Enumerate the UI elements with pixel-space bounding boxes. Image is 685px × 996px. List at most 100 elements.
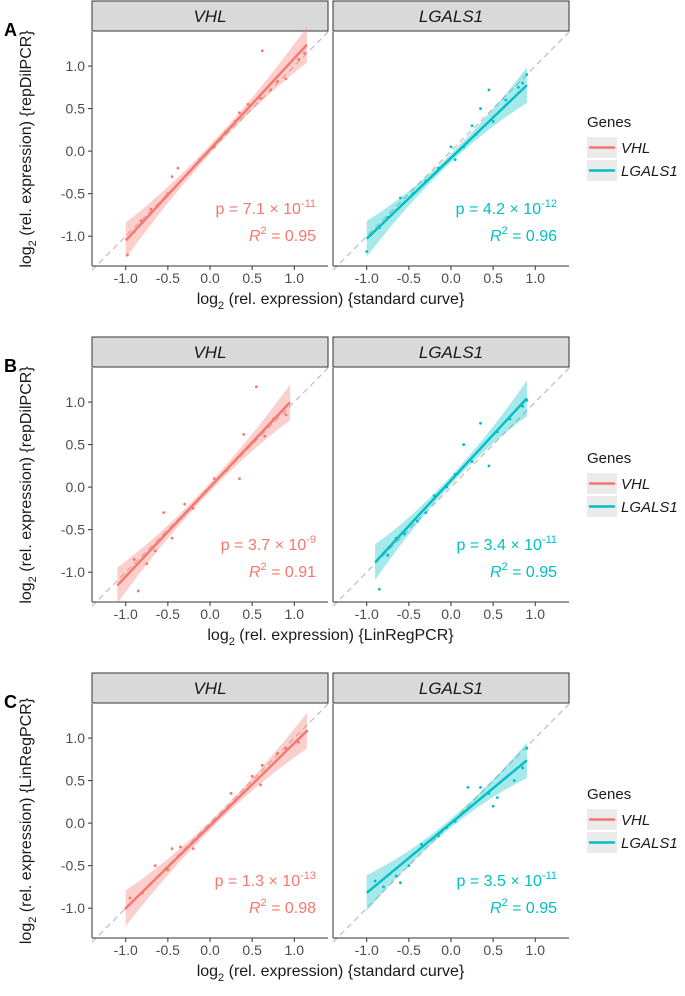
data-point-9 bbox=[212, 145, 216, 149]
data-point-0 bbox=[373, 879, 377, 883]
data-point-6 bbox=[436, 834, 440, 838]
data-point-13 bbox=[479, 107, 482, 110]
x-tick-label: 0.0 bbox=[200, 942, 220, 958]
data-point-6 bbox=[183, 502, 187, 506]
data-point-6 bbox=[176, 166, 180, 170]
data-point-8 bbox=[453, 472, 457, 476]
p-value-label: p = 4.2 × 10-12 bbox=[456, 198, 557, 218]
data-point-0 bbox=[126, 253, 129, 257]
y-tick-label: 1.0 bbox=[66, 394, 86, 410]
data-point-16 bbox=[525, 746, 529, 750]
x-tick-label: -0.5 bbox=[397, 606, 421, 622]
legend-b: Genes VHL LGALS1 bbox=[587, 450, 678, 517]
legend-c: Genes VHL LGALS1 bbox=[587, 786, 678, 853]
data-point-5 bbox=[420, 843, 423, 846]
panel-a-vhl: -1.0 -0.5 0.0 0.5 1.0 -1.0 -0.5 0.0 0.5 1.0 p = 7.… bbox=[61, 26, 329, 286]
data-point-0 bbox=[132, 558, 136, 561]
legend-a: Genes VHL LGALS1 bbox=[587, 114, 678, 181]
x-tick-label: 0.0 bbox=[441, 942, 461, 958]
panel-a-lgals1: -1.0 -0.5 0.0 0.5 1.0 p = 4.2 × 10-12 R2 = 0.9… bbox=[332, 31, 570, 286]
x-tick-label: -1.0 bbox=[355, 942, 379, 958]
regression-line bbox=[116, 401, 291, 587]
data-point-3 bbox=[399, 196, 402, 200]
x-tick-label: 1.0 bbox=[285, 270, 305, 286]
p-value-label: p = 7.1 × 10-11 bbox=[215, 198, 316, 218]
strip-label-a-vhl: VHL bbox=[193, 7, 226, 26]
legend-title: Genes bbox=[587, 114, 631, 131]
data-point-1 bbox=[128, 896, 132, 900]
panel-letter-b: B bbox=[4, 356, 17, 376]
x-tick-label: 0.5 bbox=[483, 270, 503, 286]
strip-bg-a-lgals1 bbox=[332, 0, 570, 32]
data-point-11 bbox=[259, 783, 262, 787]
data-point-0 bbox=[365, 250, 369, 253]
data-point-12 bbox=[260, 763, 264, 767]
legend-title: Genes bbox=[587, 450, 631, 467]
data-point-4 bbox=[415, 519, 419, 523]
x-tick-label: -1.0 bbox=[114, 270, 138, 286]
data-point-7 bbox=[191, 847, 195, 851]
x-tick-label: -0.5 bbox=[397, 270, 421, 286]
regression-line bbox=[124, 729, 308, 910]
data-point-3 bbox=[149, 207, 153, 211]
data-point-16 bbox=[525, 398, 529, 402]
data-point-15 bbox=[260, 49, 264, 53]
data-point-10 bbox=[225, 468, 229, 472]
panel-c-lgals1: -1.0 -0.5 0.0 0.5 1.0 p = 3.5 × 10-11 R2 = 0.9… bbox=[332, 703, 570, 958]
data-point-5 bbox=[170, 536, 174, 540]
panel-b-lgals1: -1.0 -0.5 0.0 0.5 1.0 p = 3.4 × 10-11 R2 = 0.9… bbox=[332, 367, 570, 622]
panel-b-vhl: -1.0 -0.5 0.0 0.5 1.0 -1.0 -0.5 0.0 0.5 1.0 p = 3.… bbox=[61, 367, 329, 622]
data-point-10 bbox=[470, 460, 474, 463]
x-tick-label: 0.0 bbox=[200, 270, 220, 286]
strip-bg-c-vhl bbox=[91, 672, 329, 704]
data-point-11 bbox=[487, 791, 491, 795]
x-tick-label: 1.0 bbox=[526, 942, 546, 958]
data-point-9 bbox=[453, 158, 457, 162]
data-point-14 bbox=[512, 779, 516, 782]
panel-letter-c: C bbox=[4, 692, 17, 712]
identity-line bbox=[332, 367, 570, 607]
p-value-label: p = 3.4 × 10-11 bbox=[456, 534, 557, 554]
data-point-2 bbox=[141, 891, 144, 895]
y-tick-label: 0.5 bbox=[66, 101, 86, 117]
data-point-5 bbox=[170, 847, 174, 851]
x-tick-label: 0.5 bbox=[483, 606, 503, 622]
data-point-6 bbox=[424, 179, 428, 183]
data-point-4 bbox=[407, 864, 411, 868]
data-point-8 bbox=[449, 145, 453, 149]
data-point-18 bbox=[284, 77, 288, 81]
data-point-15 bbox=[491, 119, 495, 123]
r-squared-label: R2 = 0.95 bbox=[490, 897, 557, 917]
data-point-16 bbox=[271, 417, 275, 421]
data-point-1 bbox=[132, 230, 136, 234]
data-point-14 bbox=[284, 746, 288, 750]
y-axis-title-a: log2 (rel. expression) {repDilPCR} bbox=[18, 30, 39, 268]
r-squared-label: R2 = 0.95 bbox=[249, 225, 316, 245]
data-point-0 bbox=[377, 587, 381, 591]
legend-label-lgals1: LGALS1 bbox=[621, 163, 678, 180]
data-point-15 bbox=[521, 766, 525, 770]
data-point-9 bbox=[229, 791, 233, 795]
data-point-2 bbox=[145, 562, 149, 566]
y-axis-title-b: log2 (rel. expression) {repDilPCR} bbox=[18, 366, 39, 604]
data-point-13 bbox=[495, 796, 499, 799]
r-squared-label: R2 = 0.98 bbox=[249, 897, 316, 917]
legend-label-lgals1: LGALS1 bbox=[621, 835, 678, 852]
data-point-7 bbox=[187, 171, 191, 174]
strip-bg-a-vhl bbox=[91, 0, 329, 32]
identity-line bbox=[332, 31, 570, 271]
strip-bg-c-lgals1 bbox=[332, 672, 570, 704]
data-point-20 bbox=[303, 51, 306, 55]
data-point-1 bbox=[377, 226, 381, 230]
x-tick-label: 0.5 bbox=[242, 606, 262, 622]
x-tick-label: 0.5 bbox=[483, 942, 503, 958]
data-point-17 bbox=[284, 413, 288, 417]
data-point-4 bbox=[166, 868, 170, 872]
data-point-16 bbox=[504, 98, 508, 102]
x-tick-label: -0.5 bbox=[156, 606, 180, 622]
data-point-8 bbox=[212, 820, 216, 823]
data-point-14 bbox=[487, 88, 491, 92]
legend-label-lgals1: LGALS1 bbox=[621, 499, 678, 516]
data-point-7 bbox=[436, 166, 440, 170]
data-point-5 bbox=[424, 511, 428, 515]
